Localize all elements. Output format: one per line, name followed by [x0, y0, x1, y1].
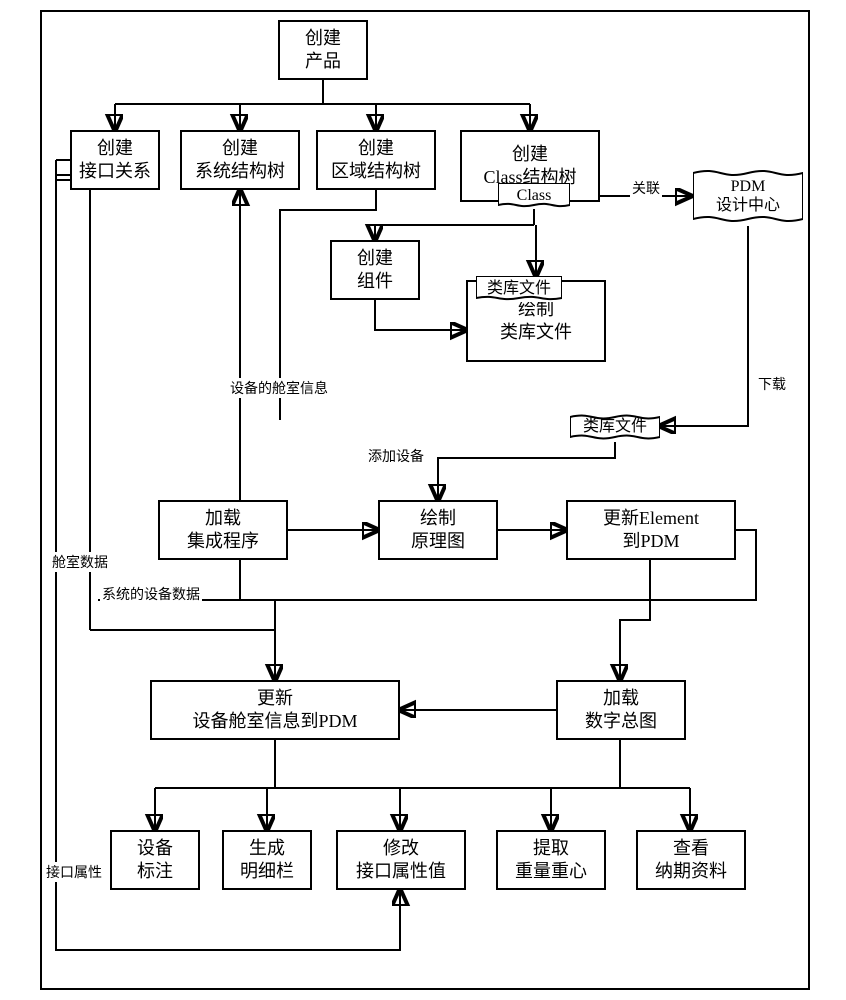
doc-libfile-2: 类库文件 [570, 412, 660, 442]
doc-class: Class [498, 183, 570, 209]
label-cabin-data: 舱室数据 [50, 552, 110, 572]
doc-libfile-1-label: 类库文件 [476, 276, 562, 302]
doc-libfile-1: 类库文件 [476, 276, 562, 302]
label-if-attr: 接口属性 [44, 862, 104, 882]
label-add-device: 添加设备 [366, 446, 426, 466]
doc-pdm-center-label: PDM设计中心 [693, 166, 803, 226]
doc-class-label: Class [498, 183, 570, 209]
node-update-element-pdm: 更新Element到PDM [566, 500, 736, 560]
node-create-area-tree: 创建区域结构树 [316, 130, 436, 190]
node-load-digital-plan: 加载数字总图 [556, 680, 686, 740]
node-create-system-tree: 创建系统结构树 [180, 130, 300, 190]
label-relation: 关联 [630, 178, 662, 198]
node-create-product: 创建产品 [278, 20, 368, 80]
node-update-cabin-pdm: 更新设备舱室信息到PDM [150, 680, 400, 740]
label-cabin-info: 设备的舱室信息 [228, 378, 330, 398]
doc-libfile-2-label: 类库文件 [570, 412, 660, 442]
node-draw-schematic: 绘制原理图 [378, 500, 498, 560]
doc-pdm-center: PDM设计中心 [693, 166, 803, 226]
node-create-interface: 创建接口关系 [70, 130, 160, 190]
label-sys-data: 系统的设备数据 [100, 584, 202, 604]
node-generate-detail: 生成明细栏 [222, 830, 312, 890]
label-download: 下载 [756, 374, 788, 394]
node-device-annotation: 设备标注 [110, 830, 200, 890]
node-view-delivery: 查看纳期资料 [636, 830, 746, 890]
node-modify-interface: 修改接口属性值 [336, 830, 466, 890]
node-extract-weight: 提取重量重心 [496, 830, 606, 890]
node-create-component: 创建组件 [330, 240, 420, 300]
node-load-integration: 加载集成程序 [158, 500, 288, 560]
